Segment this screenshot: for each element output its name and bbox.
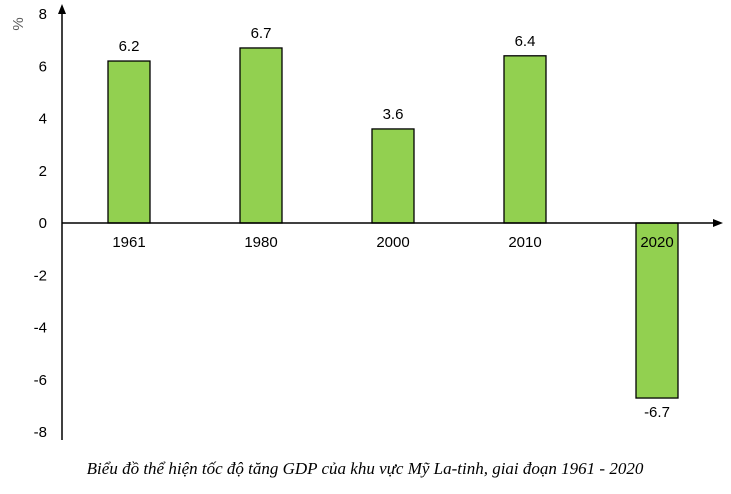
y-tick-label: -8	[34, 424, 47, 441]
y-tick-label: 8	[39, 6, 47, 23]
y-tick-label: -2	[34, 267, 47, 284]
y-tick-label: 6	[39, 58, 47, 75]
bar-2020	[635, 222, 679, 399]
x-tick-label: 2000	[376, 234, 409, 251]
x-tick-label: 1961	[112, 234, 145, 251]
x-tick-label: 1980	[244, 234, 277, 251]
data-label: 6.4	[515, 33, 536, 50]
bar-2010	[503, 55, 547, 224]
y-axis-arrow	[58, 4, 66, 14]
y-tick-label: 4	[39, 111, 47, 128]
x-axis-arrow	[713, 219, 723, 227]
data-label: -6.7	[644, 404, 670, 421]
bar-1980	[239, 47, 283, 224]
chart-caption: Biểu đồ thể hiện tốc độ tăng GDP của khu…	[87, 459, 644, 478]
data-label: 6.2	[119, 38, 140, 55]
data-label: 3.6	[383, 106, 404, 123]
data-label: 6.7	[251, 25, 272, 42]
y-tick-label: -4	[34, 320, 47, 337]
y-tick-label: -6	[34, 372, 47, 389]
y-axis-unit-label: %	[10, 17, 27, 30]
x-tick-label: 2010	[508, 234, 541, 251]
bar-1961	[107, 60, 151, 224]
x-tick-label: 2020	[640, 234, 673, 251]
y-tick-label: 0	[39, 215, 47, 232]
bar-2000	[371, 128, 415, 224]
y-tick-label: 2	[39, 163, 47, 180]
